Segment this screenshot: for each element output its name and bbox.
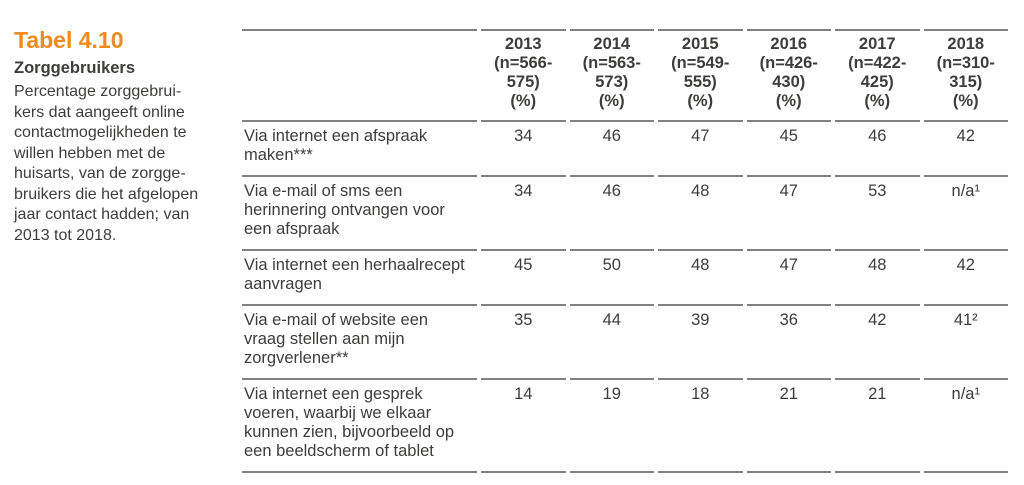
table-row: Via internet een gesprek voeren, waarbij… [242, 380, 1008, 473]
value-cell: 34 [481, 177, 566, 251]
column-header-2014: 2014 (n=563- 573) (%) [569, 29, 654, 122]
value-cell: 14 [481, 380, 566, 473]
table-caption-block: Tabel 4.10 Zorggebruikers Percentage zor… [14, 27, 232, 246]
column-header-2017: 2017 (n=422- 425) (%) [835, 29, 920, 122]
value-cell: 45 [746, 122, 831, 177]
value-cell: n/a¹ [923, 177, 1008, 251]
table-row: Via internet een herhaalrecept aanvragen… [242, 251, 1008, 306]
value-cell: 46 [569, 177, 654, 251]
value-cell: 44 [569, 306, 654, 380]
value-cell: 47 [658, 122, 743, 177]
column-header-2016: 2016 (n=426- 430) (%) [746, 29, 831, 122]
value-cell: 47 [746, 251, 831, 306]
table-row: Via e-mail of sms een herinnering ontvan… [242, 177, 1008, 251]
data-table: 2013 (n=566- 575) (%) 2014 (n=563- 573) … [238, 29, 1012, 473]
header-row: 2013 (n=566- 575) (%) 2014 (n=563- 573) … [242, 29, 1008, 122]
value-cell: 19 [569, 380, 654, 473]
column-header-2015: 2015 (n=549- 555) (%) [658, 29, 743, 122]
row-label: Via internet een gesprek voeren, waarbij… [242, 380, 477, 473]
row-label: Via internet een herhaalrecept aanvragen [242, 251, 477, 306]
caption-description: Percentage zorggebrui- kers dat aangeeft… [14, 83, 199, 244]
table-container: 2013 (n=566- 575) (%) 2014 (n=563- 573) … [238, 29, 1012, 473]
value-cell: 39 [658, 306, 743, 380]
value-cell: 21 [746, 380, 831, 473]
value-cell: 46 [835, 122, 920, 177]
caption-title: Zorggebruikers [14, 59, 136, 77]
value-cell: 35 [481, 306, 566, 380]
table-row: Via internet een afspraak maken*** 34 46… [242, 122, 1008, 177]
column-header-2013: 2013 (n=566- 575) (%) [481, 29, 566, 122]
value-cell: n/a¹ [923, 380, 1008, 473]
value-cell: 21 [835, 380, 920, 473]
empty-header-cell [242, 29, 477, 122]
value-cell: 36 [746, 306, 831, 380]
value-cell: 41² [923, 306, 1008, 380]
value-cell: 50 [569, 251, 654, 306]
value-cell: 34 [481, 122, 566, 177]
table-row: Via e-mail of website een vraag stellen … [242, 306, 1008, 380]
row-label: Via internet een afspraak maken*** [242, 122, 477, 177]
value-cell: 48 [835, 251, 920, 306]
row-label: Via e-mail of website een vraag stellen … [242, 306, 477, 380]
value-cell: 45 [481, 251, 566, 306]
column-header-2018: 2018 (n=310- 315) (%) [923, 29, 1008, 122]
value-cell: 42 [923, 122, 1008, 177]
value-cell: 42 [923, 251, 1008, 306]
value-cell: 53 [835, 177, 920, 251]
value-cell: 18 [658, 380, 743, 473]
value-cell: 42 [835, 306, 920, 380]
value-cell: 47 [746, 177, 831, 251]
row-label: Via e-mail of sms een herinnering ontvan… [242, 177, 477, 251]
value-cell: 48 [658, 251, 743, 306]
table-number: Tabel 4.10 [14, 27, 124, 53]
value-cell: 48 [658, 177, 743, 251]
value-cell: 46 [569, 122, 654, 177]
